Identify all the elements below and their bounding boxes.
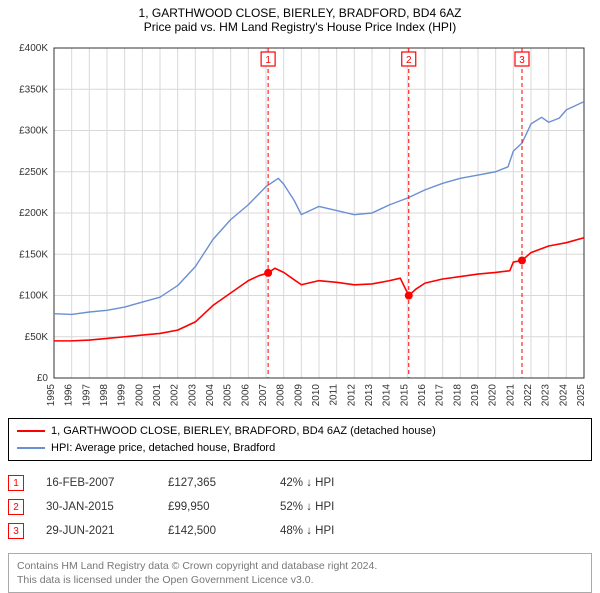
chart-area: £0 £50K £100K £150K £200K £250K £300K £350K £400… bbox=[8, 40, 592, 410]
svg-text:£0: £0 bbox=[37, 373, 49, 384]
svg-text:2007: 2007 bbox=[258, 384, 269, 407]
attribution-footer: Contains HM Land Registry data © Crown c… bbox=[8, 553, 592, 593]
sale-price: £99,950 bbox=[168, 501, 258, 513]
chart-container: 1, GARTHWOOD CLOSE, BIERLEY, BRADFORD, B… bbox=[0, 0, 600, 590]
svg-text:2020: 2020 bbox=[488, 384, 499, 407]
title-block: 1, GARTHWOOD CLOSE, BIERLEY, BRADFORD, B… bbox=[8, 6, 592, 34]
sale-date: 30-JAN-2015 bbox=[46, 501, 146, 513]
legend: 1, GARTHWOOD CLOSE, BIERLEY, BRADFORD, B… bbox=[8, 418, 592, 461]
svg-text:£300K: £300K bbox=[19, 126, 48, 137]
sales-row: 2 30-JAN-2015 £99,950 52% ↓ HPI bbox=[8, 495, 592, 519]
svg-text:£150K: £150K bbox=[19, 249, 48, 260]
svg-text:2025: 2025 bbox=[576, 384, 587, 407]
sale-price: £142,500 bbox=[168, 525, 258, 537]
svg-text:2002: 2002 bbox=[170, 384, 181, 407]
sale-delta: 52% ↓ HPI bbox=[280, 501, 390, 513]
sale-delta: 42% ↓ HPI bbox=[280, 477, 390, 489]
line-chart-svg: £0 £50K £100K £150K £200K £250K £300K £350K £400… bbox=[8, 40, 592, 410]
svg-text:2000: 2000 bbox=[134, 384, 145, 407]
svg-text:2005: 2005 bbox=[223, 384, 234, 407]
sale-price: £127,365 bbox=[168, 477, 258, 489]
svg-text:2015: 2015 bbox=[399, 384, 410, 407]
svg-text:2004: 2004 bbox=[205, 384, 216, 407]
svg-text:2009: 2009 bbox=[293, 384, 304, 407]
svg-text:£50K: £50K bbox=[25, 332, 49, 343]
svg-text:2011: 2011 bbox=[329, 384, 340, 406]
legend-label-property: 1, GARTHWOOD CLOSE, BIERLEY, BRADFORD, B… bbox=[51, 423, 436, 440]
sale-marker: 1 bbox=[8, 475, 24, 491]
chart-title: 1, GARTHWOOD CLOSE, BIERLEY, BRADFORD, B… bbox=[8, 6, 592, 20]
svg-text:£200K: £200K bbox=[19, 208, 48, 219]
svg-text:2023: 2023 bbox=[541, 384, 552, 407]
sale-date: 29-JUN-2021 bbox=[46, 525, 146, 537]
sales-row: 3 29-JUN-2021 £142,500 48% ↓ HPI bbox=[8, 519, 592, 543]
svg-text:2024: 2024 bbox=[558, 384, 569, 407]
svg-text:2017: 2017 bbox=[435, 384, 446, 407]
svg-text:2021: 2021 bbox=[505, 384, 516, 407]
sale-marker: 3 bbox=[8, 523, 24, 539]
sale-delta: 48% ↓ HPI bbox=[280, 525, 390, 537]
svg-text:2: 2 bbox=[406, 55, 412, 66]
svg-text:£350K: £350K bbox=[19, 84, 48, 95]
svg-text:1996: 1996 bbox=[64, 384, 75, 407]
svg-text:2012: 2012 bbox=[346, 384, 357, 407]
svg-text:£400K: £400K bbox=[19, 43, 48, 54]
footer-line-2: This data is licensed under the Open Gov… bbox=[17, 573, 583, 587]
sale-marker: 2 bbox=[8, 499, 24, 515]
chart-subtitle: Price paid vs. HM Land Registry's House … bbox=[8, 20, 592, 34]
legend-swatch-hpi bbox=[17, 447, 45, 449]
sales-table: 1 16-FEB-2007 £127,365 42% ↓ HPI 2 30-JAN-201… bbox=[8, 471, 592, 543]
svg-text:2016: 2016 bbox=[417, 384, 428, 407]
svg-text:2006: 2006 bbox=[240, 384, 251, 407]
legend-row-hpi: HPI: Average price, detached house, Brad… bbox=[17, 440, 583, 457]
svg-text:2018: 2018 bbox=[452, 384, 463, 407]
svg-text:£250K: £250K bbox=[19, 167, 48, 178]
svg-text:1998: 1998 bbox=[99, 384, 110, 407]
svg-text:2010: 2010 bbox=[311, 384, 322, 407]
legend-row-property: 1, GARTHWOOD CLOSE, BIERLEY, BRADFORD, B… bbox=[17, 423, 583, 440]
svg-text:1995: 1995 bbox=[46, 384, 57, 407]
legend-label-hpi: HPI: Average price, detached house, Brad… bbox=[51, 440, 275, 457]
svg-text:3: 3 bbox=[519, 55, 525, 66]
svg-text:2014: 2014 bbox=[382, 384, 393, 407]
svg-text:1: 1 bbox=[265, 55, 271, 66]
legend-swatch-property bbox=[17, 430, 45, 432]
svg-text:2008: 2008 bbox=[276, 384, 287, 407]
svg-text:£100K: £100K bbox=[19, 291, 48, 302]
svg-text:2013: 2013 bbox=[364, 384, 375, 407]
svg-text:2019: 2019 bbox=[470, 384, 481, 407]
svg-text:1997: 1997 bbox=[81, 384, 92, 407]
sales-row: 1 16-FEB-2007 £127,365 42% ↓ HPI bbox=[8, 471, 592, 495]
svg-text:2003: 2003 bbox=[187, 384, 198, 407]
svg-text:1999: 1999 bbox=[117, 384, 128, 407]
svg-text:2022: 2022 bbox=[523, 384, 534, 407]
svg-text:2001: 2001 bbox=[152, 384, 163, 407]
footer-line-1: Contains HM Land Registry data © Crown c… bbox=[17, 559, 583, 573]
sale-date: 16-FEB-2007 bbox=[46, 477, 146, 489]
